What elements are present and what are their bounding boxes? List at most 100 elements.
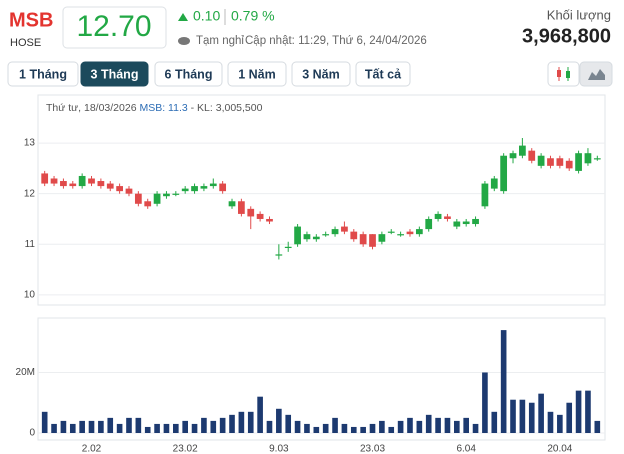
candle-body <box>547 158 554 166</box>
volume-bar <box>425 414 432 433</box>
price-panel <box>37 94 606 306</box>
candle-body <box>153 193 161 204</box>
candle-body <box>575 153 582 171</box>
candle-view-button[interactable] <box>547 61 580 87</box>
button-bg <box>7 61 79 87</box>
volume-bar <box>41 411 48 433</box>
candle-body <box>125 188 133 194</box>
volume-bar <box>369 423 376 433</box>
candle-body <box>509 153 517 159</box>
price-box <box>62 6 167 49</box>
volume-bar <box>566 402 573 433</box>
candle-body <box>593 158 601 160</box>
x-tick-label: 23.02 <box>173 444 198 454</box>
candle-body <box>88 178 95 184</box>
candle-body <box>106 183 114 189</box>
range-button[interactable]: 3 Tháng <box>80 61 149 87</box>
x-tick-label: 2.02 <box>82 444 102 454</box>
candle-body <box>341 226 348 232</box>
volume-bar <box>51 423 57 433</box>
candle-body <box>584 153 592 164</box>
volume-bar <box>528 402 535 433</box>
volume-bar <box>257 396 263 433</box>
volume-bar <box>463 417 469 433</box>
candle-body <box>50 178 58 184</box>
volume-bar <box>210 420 217 433</box>
candle-body <box>397 234 404 236</box>
volume-bar <box>388 426 395 433</box>
volume-bar <box>435 417 441 433</box>
range-button[interactable]: Tất cả <box>355 61 411 87</box>
candle-body <box>69 183 77 187</box>
symbol: MSB <box>9 9 53 31</box>
volume-bar <box>322 423 329 433</box>
volume-bar <box>491 411 498 433</box>
candle-body <box>41 173 49 184</box>
candle-body <box>238 201 245 214</box>
volume-bar <box>135 417 142 433</box>
candle-body <box>565 160 573 169</box>
candle-body <box>369 234 376 247</box>
volume-bar <box>69 423 76 433</box>
updated: Cập nhật: 11:29, Thứ 6, 24/04/2026 <box>245 35 427 47</box>
range-button[interactable]: 1 Năm <box>227 61 287 87</box>
candle-body <box>490 178 498 189</box>
candle-body <box>266 218 273 222</box>
candle-body <box>256 213 264 219</box>
volume-bar <box>238 411 245 433</box>
button-bg <box>154 61 223 87</box>
candle-body <box>444 216 451 219</box>
range-buttons: 1 Tháng 3 Tháng 6 Tháng 1 Năm 3 Năm Tất cả <box>7 61 411 87</box>
volume-tick-label: 0 <box>29 428 35 439</box>
range-button[interactable]: 1 Tháng <box>7 61 79 87</box>
candle-body <box>453 221 461 227</box>
volume-bar <box>163 423 170 433</box>
candle-body <box>434 213 442 219</box>
range-button[interactable]: 6 Tháng <box>154 61 223 87</box>
button-label: 1 Tháng <box>19 67 67 81</box>
candle-body <box>500 155 508 192</box>
volume-bar <box>266 420 273 433</box>
exchange: HOSE <box>10 37 41 49</box>
candle-body <box>191 186 198 192</box>
volume-total: 3,968,800 <box>522 25 611 47</box>
y-tick-label: 11 <box>25 239 36 250</box>
up-arrow <box>178 13 188 21</box>
volume-bar <box>585 390 591 433</box>
change-pct: 0.79 % <box>231 8 275 24</box>
volume-bar <box>154 423 160 433</box>
volume-bar <box>510 399 516 433</box>
volume-bar <box>219 417 226 433</box>
volume-bar <box>191 423 198 433</box>
volume-bar <box>304 423 310 433</box>
candle-body <box>537 155 545 166</box>
volume-bar <box>500 330 507 433</box>
volume-bar <box>379 420 385 433</box>
volume-bar <box>60 420 67 433</box>
candle-body <box>425 218 433 230</box>
candle-body <box>378 234 386 242</box>
area-view-button[interactable] <box>579 61 613 87</box>
x-tick-label: 23.03 <box>360 444 385 454</box>
volume-bar <box>547 411 554 433</box>
candle-body <box>331 229 339 235</box>
volume-bar <box>454 420 460 433</box>
candle-body <box>528 150 536 161</box>
candle-body <box>350 231 358 240</box>
volume-bar <box>407 417 413 433</box>
candle-body <box>462 221 470 225</box>
volume-bar <box>79 420 85 433</box>
y-tick-label: 10 <box>24 290 36 301</box>
volume-bar <box>416 420 423 433</box>
volume-bar <box>116 423 123 433</box>
status-icon <box>178 37 190 45</box>
range-button[interactable]: 3 Năm <box>291 61 351 87</box>
tooltip: Thứ tư, 18/03/2026 MSB: 11.3 - KL: 3,005… <box>46 102 263 114</box>
volume-bar <box>182 420 188 433</box>
button-label: 3 Tháng <box>91 67 139 81</box>
candle-body <box>144 201 152 207</box>
candle-body <box>303 234 311 240</box>
x-tick-label: 20.04 <box>547 444 572 454</box>
volume-bar <box>276 408 282 433</box>
candle-body <box>294 226 301 245</box>
